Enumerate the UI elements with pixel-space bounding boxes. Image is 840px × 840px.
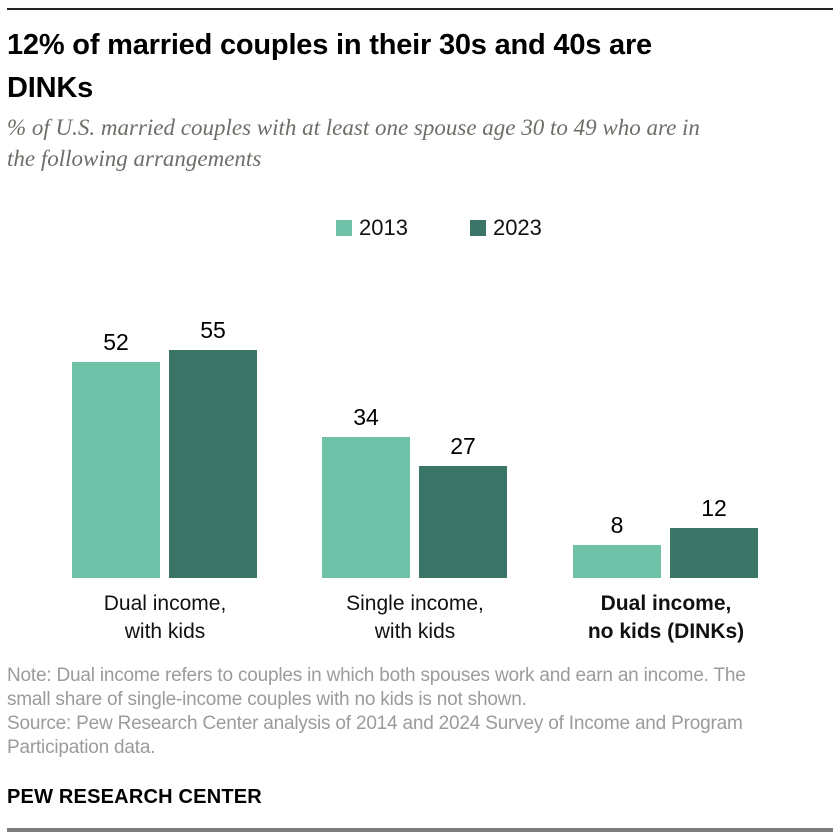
bar-slot-dinks-2013: 8 (573, 512, 661, 578)
bar-slot-dinks-2023: 12 (670, 495, 758, 578)
chart-legend: 2013 2023 (336, 217, 542, 239)
bar-slot-single-income-with-kids-2023: 27 (419, 433, 507, 578)
legend-label-2023: 2023 (492, 215, 542, 240)
chart-subtitle-line-1: % of U.S. married couples with at least … (7, 115, 700, 140)
legend-swatch-2013 (336, 220, 352, 236)
bottom-divider-rule (7, 828, 833, 832)
category-label-line: Dual income, (103, 592, 227, 615)
bar-chart-plot-area: 52 55 34 27 8 12 (0, 280, 840, 578)
category-label-dinks: Dual income, no kids (DINKs) (546, 590, 786, 646)
bar-value-label: 34 (353, 404, 379, 430)
category-label-line: with kids (374, 620, 456, 643)
bar-dinks-2013 (573, 545, 661, 578)
page-title-line-2: DINKs (7, 72, 94, 104)
category-label-single-income-with-kids: Single income, with kids (295, 590, 535, 646)
chart-subtitle-line-2: the following arrangements (7, 146, 262, 171)
bar-single-income-with-kids-2013 (322, 437, 410, 578)
source-line-2: Participation data. (7, 737, 156, 758)
note-line-2: small share of single-income couples wit… (7, 689, 527, 710)
bar-dual-income-with-kids-2023 (169, 350, 257, 578)
note-line-1: Note: Dual income refers to couples in w… (7, 665, 746, 686)
category-label-line: Dual income, (600, 592, 732, 615)
bar-slot-dual-income-with-kids-2023: 55 (169, 317, 257, 578)
chart-subtitle: % of U.S. married couples with at least … (7, 112, 833, 174)
bar-slot-dual-income-with-kids-2013: 52 (72, 329, 160, 578)
category-label-line: no kids (DINKs) (587, 620, 745, 643)
bar-value-label: 52 (103, 329, 129, 355)
bar-value-label: 27 (450, 433, 476, 459)
source-line-1: Source: Pew Research Center analysis of … (7, 713, 743, 734)
bar-slot-single-income-with-kids-2013: 34 (322, 404, 410, 578)
legend-item-2013: 2013 (336, 217, 408, 239)
legend-item-2023: 2023 (469, 215, 542, 240)
category-label-dual-income-with-kids: Dual income, with kids (45, 590, 285, 646)
category-label-line: with kids (124, 620, 206, 643)
chart-notes: Note: Dual income refers to couples in w… (7, 664, 833, 760)
bar-value-label: 8 (610, 512, 624, 538)
top-divider-rule (7, 8, 833, 10)
bar-dinks-2023 (670, 528, 758, 578)
pew-research-center-wordmark: PEW RESEARCH CENTER (7, 786, 262, 808)
legend-label-2013: 2013 (359, 215, 408, 240)
bar-value-label: 55 (200, 317, 226, 343)
bar-value-label: 12 (701, 495, 727, 521)
page-title: 12% of married couples in their 30s and … (7, 24, 833, 110)
bar-dual-income-with-kids-2013 (72, 362, 160, 578)
bar-single-income-with-kids-2023 (419, 466, 507, 578)
legend-swatch-2023 (469, 220, 486, 236)
page-title-line-1: 12% of married couples in their 30s and … (7, 29, 652, 61)
category-label-line: Single income, (346, 592, 484, 615)
